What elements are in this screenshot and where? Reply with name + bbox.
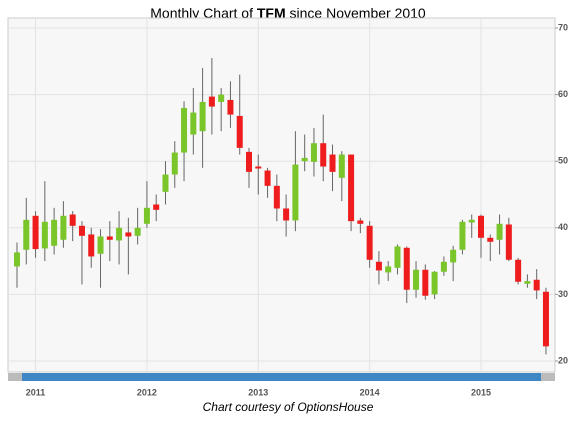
candle-body [143,207,150,224]
candle-body [97,236,104,254]
plot-layer [8,18,558,371]
candle-body [23,219,30,250]
x-tick-label: 2015 [471,387,491,397]
candle-body [329,154,336,172]
candle-body [403,247,410,290]
candle-body [246,151,252,172]
candle-body [542,291,549,347]
candle-body [524,281,531,284]
candle-body [431,271,438,295]
candle-body [320,143,327,167]
candle-body [171,152,178,175]
candle-body [264,170,271,186]
candle-body [348,154,355,222]
candle-body [208,96,215,107]
title-part: Monthly Chart of [150,5,257,21]
candle-body [51,219,58,246]
candle-body [162,174,169,192]
candle-body [422,269,429,296]
scrollbar[interactable] [8,373,555,381]
candle-body [505,224,512,260]
candle-body [478,215,484,238]
candle-body [134,227,141,236]
footer: Chart courtesy of OptionsHouse [203,400,374,414]
x-tick-label: 2014 [360,387,380,397]
candle-body [273,185,280,209]
candle-body [375,261,382,271]
candle-body [496,223,503,240]
candle-body [41,221,48,249]
title-ticker: TFM [257,5,286,21]
candle-body [450,249,457,263]
candle-body [310,143,317,162]
y-tick-label: 60 [558,89,568,99]
scroll-left[interactable] [8,373,22,381]
candle-body [487,237,494,242]
y-tick-label: 40 [558,222,568,232]
candle-body [153,204,160,210]
y-tick-label: 30 [558,289,568,299]
candle-body [125,232,132,237]
candle-body [440,261,447,272]
y-tick-label: 50 [558,156,568,166]
scroll-right[interactable] [541,373,555,381]
candle-body [14,252,20,267]
candle-body [227,99,234,115]
candle-body [106,236,113,240]
candle-body [199,101,206,132]
x-tick-label: 2013 [248,387,268,397]
candle-body [413,269,420,290]
candle-body [394,246,401,268]
candle-body [357,220,364,224]
candle-body [69,214,76,226]
candle-body [255,166,262,169]
candle-body [236,115,243,148]
candle-body [301,157,308,162]
candle-body [190,112,197,135]
candle-body [283,208,290,221]
y-tick-label: 20 [558,355,568,365]
plot-area [7,17,556,373]
candle-body [78,225,85,236]
candle-body [533,279,540,291]
candle-body [459,221,466,250]
candle-body [32,215,39,250]
x-tick-label: 2012 [137,387,157,397]
chart-title: Monthly Chart of TFM since November 2010 [150,5,426,21]
candle-body [385,266,392,273]
x-tick-label: 2011 [26,387,46,397]
candle-body [218,94,225,102]
candle-body [60,215,67,240]
candle-body [338,154,345,178]
candle-body [515,259,522,282]
candle-body [366,225,373,260]
y-tick-label: 70 [558,22,568,32]
candle-body [116,227,123,241]
candle-body [88,234,95,257]
candle-body [468,219,475,223]
candle-body [292,164,299,221]
title-part: since November 2010 [286,5,426,21]
candle-body [181,107,188,153]
